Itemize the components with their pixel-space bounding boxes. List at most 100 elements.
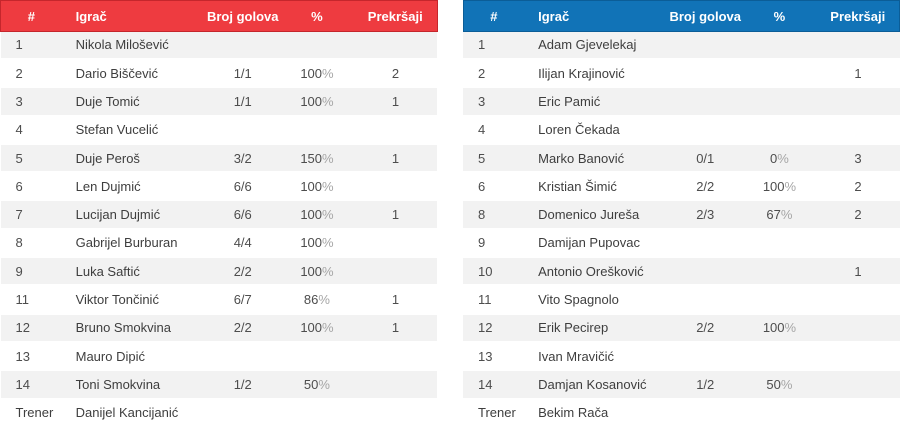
player-number-cell: 6 xyxy=(0,172,62,202)
player-fouls-cell xyxy=(354,31,437,60)
player-percent-cell: 50% xyxy=(742,370,817,400)
player-percent-cell: 100% xyxy=(279,228,355,259)
player-name-cell: Marko Banović xyxy=(524,143,669,174)
player-goals-cell xyxy=(668,341,743,372)
column-header-number: # xyxy=(462,0,525,32)
player-goals-cell xyxy=(668,285,743,315)
player-percent-cell: 86% xyxy=(279,285,355,315)
player-goals-cell: 2/2 xyxy=(205,257,280,287)
player-percent-cell: 0% xyxy=(742,143,817,174)
column-header-goals: Broj golova xyxy=(205,0,280,32)
player-fouls-cell: 2 xyxy=(816,200,900,230)
coach-name-cell: Bekim Rača xyxy=(524,398,669,428)
player-goals-cell: 2/3 xyxy=(668,200,743,230)
player-percent-cell xyxy=(742,257,817,287)
player-percent-cell: 100% xyxy=(279,200,355,230)
team-left-board: # Igrač Broj golova % Prekršaji 1 Nikola … xyxy=(0,0,438,428)
player-fouls-cell: 1 xyxy=(354,87,437,117)
player-row: 9 Luka Saftić 2/2 100% xyxy=(0,257,437,287)
percent-sign: % xyxy=(777,150,789,166)
coach-name-cell: Danijel Kancijanić xyxy=(61,398,206,428)
empty-cell xyxy=(668,398,743,428)
player-goals-cell xyxy=(668,257,743,287)
percent-sign: % xyxy=(318,376,330,392)
player-goals-cell: 4/4 xyxy=(205,228,280,259)
player-row: 11 Vito Spagnolo xyxy=(463,285,900,315)
player-percent-cell xyxy=(742,31,817,60)
player-percent-cell xyxy=(742,228,817,259)
player-name-cell: Duje Peroš xyxy=(61,143,206,174)
percent-value: 100 xyxy=(762,178,785,194)
player-goals-cell: 6/7 xyxy=(205,285,280,315)
column-header-goals: Broj golova xyxy=(668,0,743,32)
player-row: 1 Adam Gjevelekaj xyxy=(463,31,900,60)
player-row: 13 Mauro Dipić xyxy=(0,341,437,372)
percent-value: 100 xyxy=(300,65,323,81)
player-row: 9 Damijan Pupovac xyxy=(463,228,900,259)
percent-sign: % xyxy=(322,207,334,223)
column-header-fouls: Prekršaji xyxy=(354,0,438,32)
player-number-cell: 5 xyxy=(0,143,62,174)
coach-row: Trener Danijel Kancijanić xyxy=(0,398,437,428)
player-goals-cell xyxy=(205,31,280,60)
player-name-cell: Eric Pamić xyxy=(524,87,669,117)
player-row: 4 Loren Čekada xyxy=(463,115,900,145)
player-fouls-cell xyxy=(816,87,900,117)
player-name-cell: Ivan Mravičić xyxy=(524,341,669,372)
percent-sign: % xyxy=(322,235,334,251)
player-fouls-cell: 1 xyxy=(816,257,900,287)
player-row: 10 Antonio Orešković 1 xyxy=(463,257,900,287)
player-row: 2 Ilijan Krajinović 1 xyxy=(463,58,900,89)
column-header-number: # xyxy=(0,0,62,32)
player-row: 13 Ivan Mravičić xyxy=(463,341,900,372)
player-percent-cell xyxy=(742,341,817,372)
percent-value: 50 xyxy=(766,376,781,392)
player-row: 4 Stefan Vucelić xyxy=(0,115,437,145)
player-number-cell: 5 xyxy=(463,143,525,174)
team-right-board: # Igrač Broj golova % Prekršaji 1 Adam Gj… xyxy=(462,0,900,428)
player-fouls-cell: 1 xyxy=(354,313,437,343)
player-goals-cell: 1/1 xyxy=(205,87,280,117)
player-number-cell: 3 xyxy=(0,87,62,117)
player-percent-cell: 100% xyxy=(279,58,355,89)
player-name-cell: Adam Gjevelekaj xyxy=(524,31,669,60)
player-percent-cell: 100% xyxy=(742,172,817,202)
player-fouls-cell xyxy=(816,313,900,343)
percent-sign: % xyxy=(784,320,797,336)
player-row: 12 Bruno Smokvina 2/2 100% 1 xyxy=(0,313,437,343)
player-fouls-cell xyxy=(816,228,900,259)
player-name-cell: Dario Biščević xyxy=(61,58,206,89)
team-left-table: # Igrač Broj golova % Prekršaji 1 Nikola … xyxy=(0,0,438,428)
player-row: 6 Len Dujmić 6/6 100% xyxy=(0,172,437,202)
percent-value: 67 xyxy=(766,207,781,223)
player-percent-cell: 100% xyxy=(279,87,355,117)
percent-value: 100 xyxy=(300,93,323,109)
player-goals-cell: 1/2 xyxy=(668,370,743,400)
player-row: 8 Domenico Jureša 2/3 67% 2 xyxy=(463,200,900,230)
player-row: 3 Eric Pamić xyxy=(463,87,900,117)
player-fouls-cell xyxy=(816,115,900,145)
percent-value: 100 xyxy=(300,207,323,223)
empty-cell xyxy=(816,398,900,428)
player-percent-cell: 50% xyxy=(279,370,355,400)
player-number-cell: 12 xyxy=(463,313,525,343)
empty-cell xyxy=(279,398,355,428)
player-name-cell: Lucijan Dujmić xyxy=(61,200,206,230)
player-percent-cell: 100% xyxy=(279,257,355,287)
player-fouls-cell xyxy=(354,172,437,202)
player-fouls-cell xyxy=(354,370,437,400)
player-number-cell: 1 xyxy=(0,31,62,60)
header-row: # Igrač Broj golova % Prekršaji xyxy=(462,0,900,32)
player-number-cell: 1 xyxy=(463,31,525,60)
player-row: 6 Kristian Šimić 2/2 100% 2 xyxy=(463,172,900,202)
player-percent-cell: 100% xyxy=(279,172,355,202)
player-row: 8 Gabrijel Burburan 4/4 100% xyxy=(0,228,437,259)
coach-label-cell: Trener xyxy=(463,398,525,428)
empty-cell xyxy=(205,398,280,428)
player-goals-cell xyxy=(668,115,743,145)
player-fouls-cell xyxy=(816,285,900,315)
player-name-cell: Ilijan Krajinović xyxy=(524,58,669,89)
empty-cell xyxy=(354,398,437,428)
player-name-cell: Stefan Vucelić xyxy=(61,115,206,145)
